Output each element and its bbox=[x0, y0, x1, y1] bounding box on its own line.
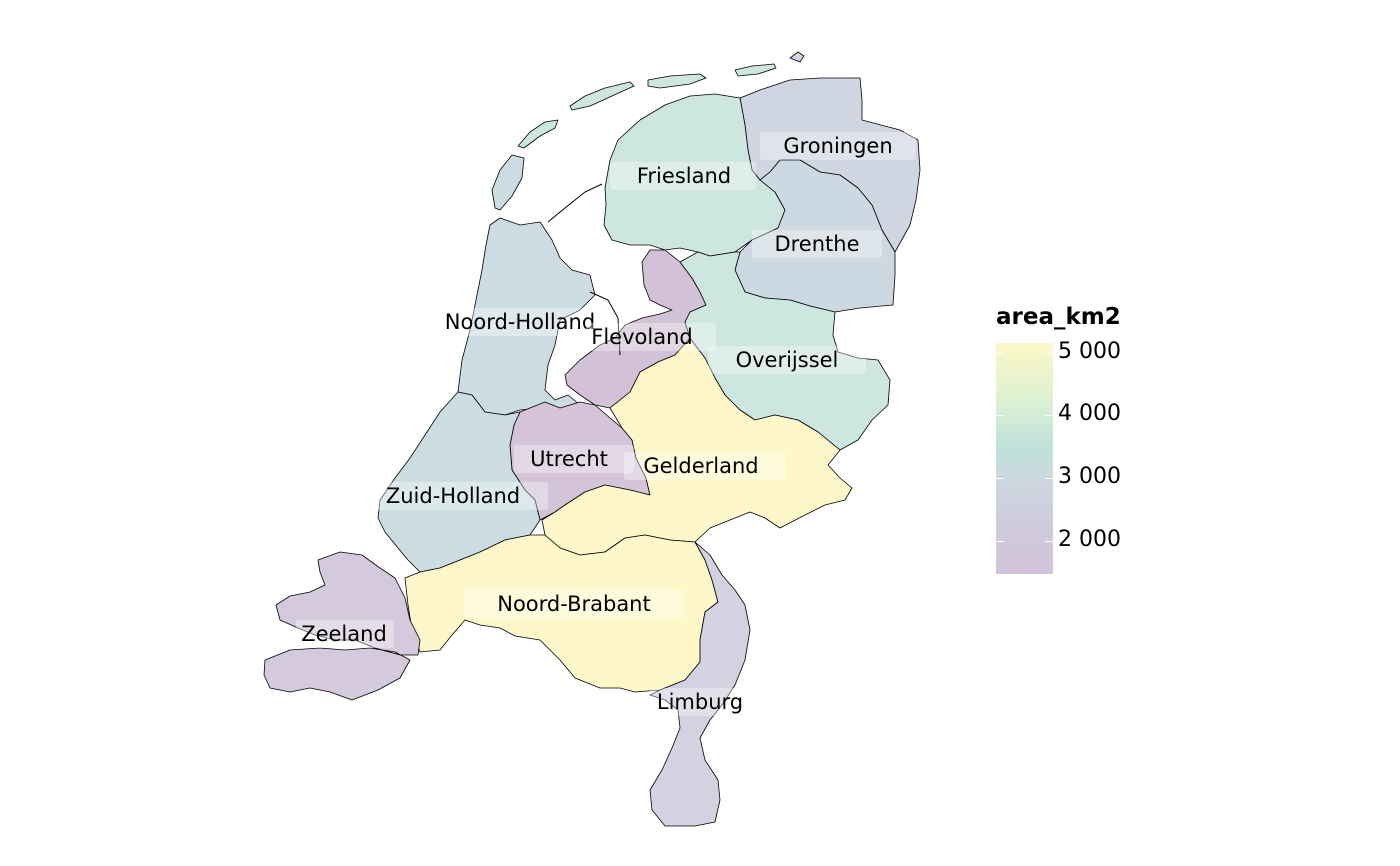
label-limburg-text: Limburg bbox=[657, 690, 743, 714]
province-gelderland bbox=[541, 337, 853, 556]
province-zeeland bbox=[263, 551, 421, 701]
label-zuid-holland-text: Zuid-Holland bbox=[386, 484, 520, 508]
legend-tick-label: 4 000 bbox=[1058, 401, 1121, 426]
legend-title: area_km2 bbox=[996, 304, 1121, 330]
province-limburg bbox=[649, 541, 751, 827]
houtribdijk-line bbox=[589, 291, 621, 356]
label-drenthe-text: Drenthe bbox=[774, 232, 859, 256]
legend-tick-mark bbox=[1045, 541, 1053, 542]
label-utrecht-text: Utrecht bbox=[530, 447, 608, 471]
label-groningen-text: Groningen bbox=[783, 134, 892, 158]
label-utrecht: Utrecht bbox=[514, 445, 634, 473]
label-gelderland-text: Gelderland bbox=[643, 454, 758, 478]
legend-tick-mark bbox=[1045, 415, 1053, 416]
label-noord-holland: Noord-Holland bbox=[436, 308, 604, 336]
legend-tick-label: 5 000 bbox=[1058, 339, 1121, 364]
province-overijssel bbox=[679, 251, 891, 451]
label-friesland: Friesland bbox=[610, 162, 756, 190]
label-noord-holland-text: Noord-Holland bbox=[445, 310, 595, 334]
label-gelderland: Gelderland bbox=[624, 452, 786, 480]
legend-tick-mark bbox=[1045, 478, 1053, 479]
label-zeeland-text: Zeeland bbox=[301, 622, 387, 646]
label-overijssel-text: Overijssel bbox=[736, 348, 839, 372]
label-flevoland: Flevoland bbox=[586, 323, 716, 351]
label-friesland-text: Friesland bbox=[637, 164, 731, 188]
legend-tick-label: 2 000 bbox=[1058, 527, 1121, 552]
label-noord-brabant: Noord-Brabant bbox=[464, 590, 684, 618]
province-noord-holland bbox=[457, 217, 596, 416]
label-limburg: Limburg bbox=[650, 688, 750, 716]
label-zuid-holland: Zuid-Holland bbox=[372, 482, 548, 510]
label-zeeland: Zeeland bbox=[296, 620, 394, 648]
label-groningen: Groningen bbox=[760, 132, 916, 160]
island-terschelling bbox=[569, 81, 635, 111]
legend-tick-mark bbox=[996, 353, 1004, 354]
island-schiermonnikoog bbox=[734, 63, 777, 77]
province-drenthe bbox=[734, 159, 896, 313]
island-ameland bbox=[647, 73, 707, 89]
island-vlieland bbox=[517, 119, 559, 149]
label-overijssel: Overijssel bbox=[708, 346, 866, 374]
label-flevoland-text: Flevoland bbox=[591, 325, 692, 349]
afsluitdijk-line bbox=[547, 183, 603, 223]
label-noord-brabant-text: Noord-Brabant bbox=[497, 592, 650, 616]
legend-tick-mark bbox=[996, 415, 1004, 416]
label-drenthe: Drenthe bbox=[752, 230, 882, 258]
legend-color-bar bbox=[996, 343, 1053, 574]
legend-tick-mark bbox=[996, 478, 1004, 479]
legend-tick-mark bbox=[1045, 353, 1053, 354]
island-rottumeroog bbox=[789, 51, 805, 63]
legend-tick-mark bbox=[996, 541, 1004, 542]
legend-tick-label: 3 000 bbox=[1058, 464, 1121, 489]
island-texel bbox=[491, 154, 525, 211]
